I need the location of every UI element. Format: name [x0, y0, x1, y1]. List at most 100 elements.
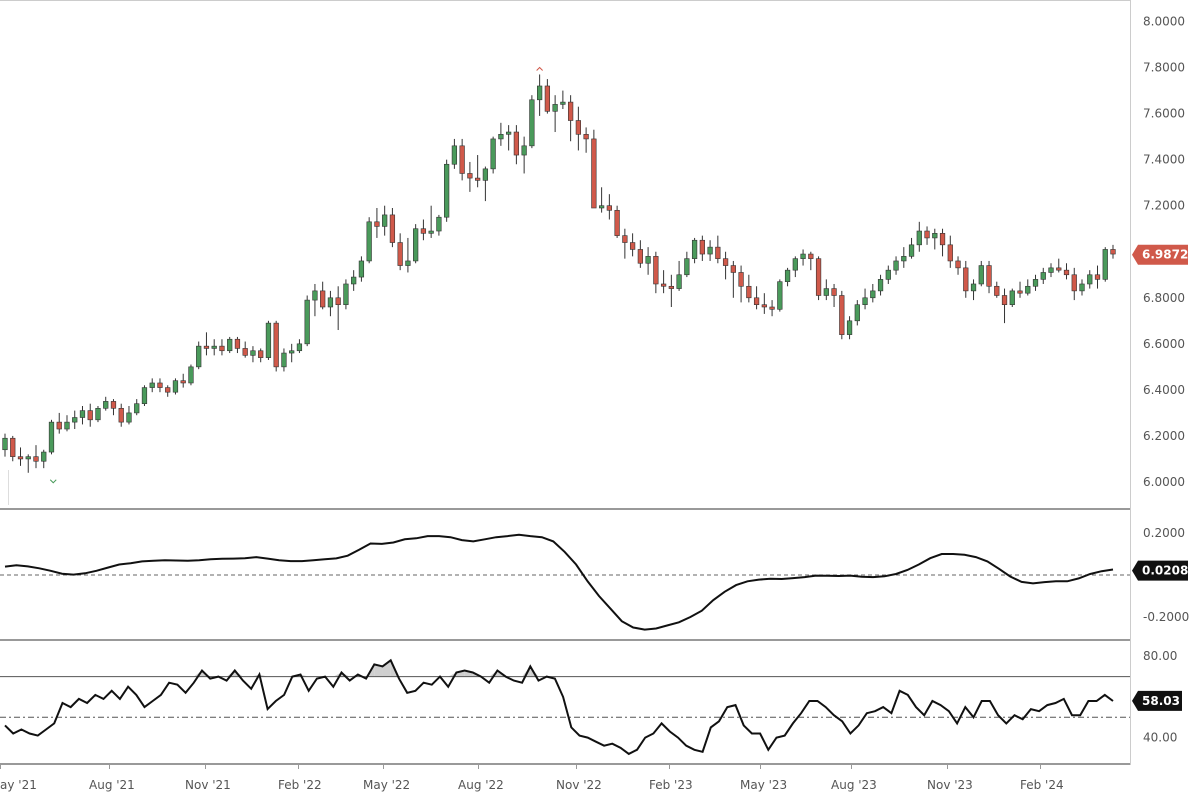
- candle-body: [320, 290, 326, 308]
- rsi-tick-label: 40.00: [1143, 731, 1177, 745]
- candle-body: [444, 163, 450, 218]
- candle: [629, 233, 636, 257]
- price-tick-label: 7.8000: [1143, 61, 1185, 75]
- candle-body: [273, 322, 279, 368]
- candle-body: [451, 145, 458, 165]
- candle-body: [839, 295, 845, 335]
- candle: [660, 270, 667, 294]
- candle-body: [730, 265, 736, 273]
- x-tick-label: Nov '23: [927, 778, 973, 792]
- candle-body: [366, 221, 372, 262]
- candle: [219, 339, 225, 356]
- candle-body: [265, 322, 272, 358]
- candle-body: [351, 276, 357, 285]
- x-tick-label: ay '21: [0, 778, 37, 792]
- candle: [103, 396, 109, 411]
- candle: [420, 219, 427, 241]
- candle: [490, 136, 496, 174]
- candle: [932, 228, 938, 250]
- candle: [25, 454, 31, 473]
- candle: [258, 348, 264, 363]
- rsi-overbought-fill: [530, 666, 539, 677]
- osc-badge-value: 0.0208: [1142, 564, 1188, 578]
- candle-body: [591, 138, 597, 209]
- candle: [2, 433, 8, 457]
- candle-body: [784, 269, 791, 282]
- candle: [459, 138, 465, 181]
- candle-body: [1048, 267, 1054, 273]
- grid-layer: [0, 0, 1131, 765]
- candle: [72, 410, 78, 430]
- candle-body: [552, 104, 558, 112]
- candle-body: [846, 320, 853, 335]
- rsi-overbought-fill: [382, 660, 391, 677]
- candle: [955, 256, 961, 275]
- candle: [761, 293, 767, 314]
- candle: [211, 339, 217, 356]
- price-tick-label: 6.8000: [1143, 291, 1185, 305]
- candle: [64, 415, 70, 432]
- candle-body: [521, 145, 527, 156]
- candle: [482, 166, 489, 202]
- x-tick-label: May '22: [363, 778, 410, 792]
- candle: [304, 295, 310, 347]
- candle-body: [506, 131, 512, 135]
- candle-body: [134, 403, 140, 414]
- candle-body: [761, 304, 767, 308]
- candle-body: [335, 297, 341, 305]
- x-tick-label: Aug '23: [831, 778, 877, 792]
- candle: [95, 406, 101, 423]
- candle-body: [1017, 290, 1023, 294]
- candle-body: [149, 382, 155, 388]
- candle: [335, 286, 341, 331]
- candle: [165, 385, 171, 397]
- candle-body: [753, 297, 760, 305]
- candle-body: [72, 417, 78, 423]
- rsi-overbought-fill: [300, 674, 309, 677]
- candle-body: [165, 387, 171, 393]
- candle-body: [691, 239, 698, 259]
- x-tick-label: Feb '22: [278, 778, 322, 792]
- candle-body: [1063, 269, 1070, 276]
- candle-body: [234, 338, 241, 349]
- candle: [273, 320, 279, 372]
- candle-body: [1001, 295, 1008, 305]
- candle: [606, 194, 612, 220]
- candle: [1017, 281, 1023, 298]
- candle: [506, 125, 512, 151]
- candle: [521, 136, 527, 174]
- candle: [1040, 267, 1046, 284]
- candle-body: [289, 350, 295, 354]
- candle-body: [870, 290, 876, 299]
- candle-body: [908, 244, 915, 257]
- candle-body: [583, 134, 589, 140]
- candle: [707, 240, 713, 261]
- candle-body: [436, 216, 442, 232]
- candle: [970, 279, 977, 301]
- candle: [41, 449, 47, 469]
- candle-body: [482, 168, 489, 181]
- candle: [777, 279, 783, 312]
- candle-body: [258, 350, 264, 358]
- candle: [691, 237, 698, 264]
- candle-body: [575, 120, 581, 135]
- candle: [839, 290, 845, 340]
- x-tick-label: Nov '22: [556, 778, 602, 792]
- candle: [188, 364, 194, 386]
- candle: [575, 106, 581, 151]
- candle: [374, 208, 380, 238]
- candle-body: [939, 233, 946, 246]
- candle: [823, 279, 829, 301]
- candle: [405, 237, 411, 273]
- candle: [250, 346, 256, 363]
- candle: [552, 95, 558, 133]
- candle-body: [250, 350, 256, 356]
- osc-badge: [1132, 560, 1188, 581]
- candle-body: [374, 221, 380, 227]
- candle-body: [41, 451, 47, 462]
- candle: [684, 251, 690, 278]
- candle-body: [854, 304, 860, 322]
- candle: [413, 224, 419, 264]
- candle: [715, 235, 721, 264]
